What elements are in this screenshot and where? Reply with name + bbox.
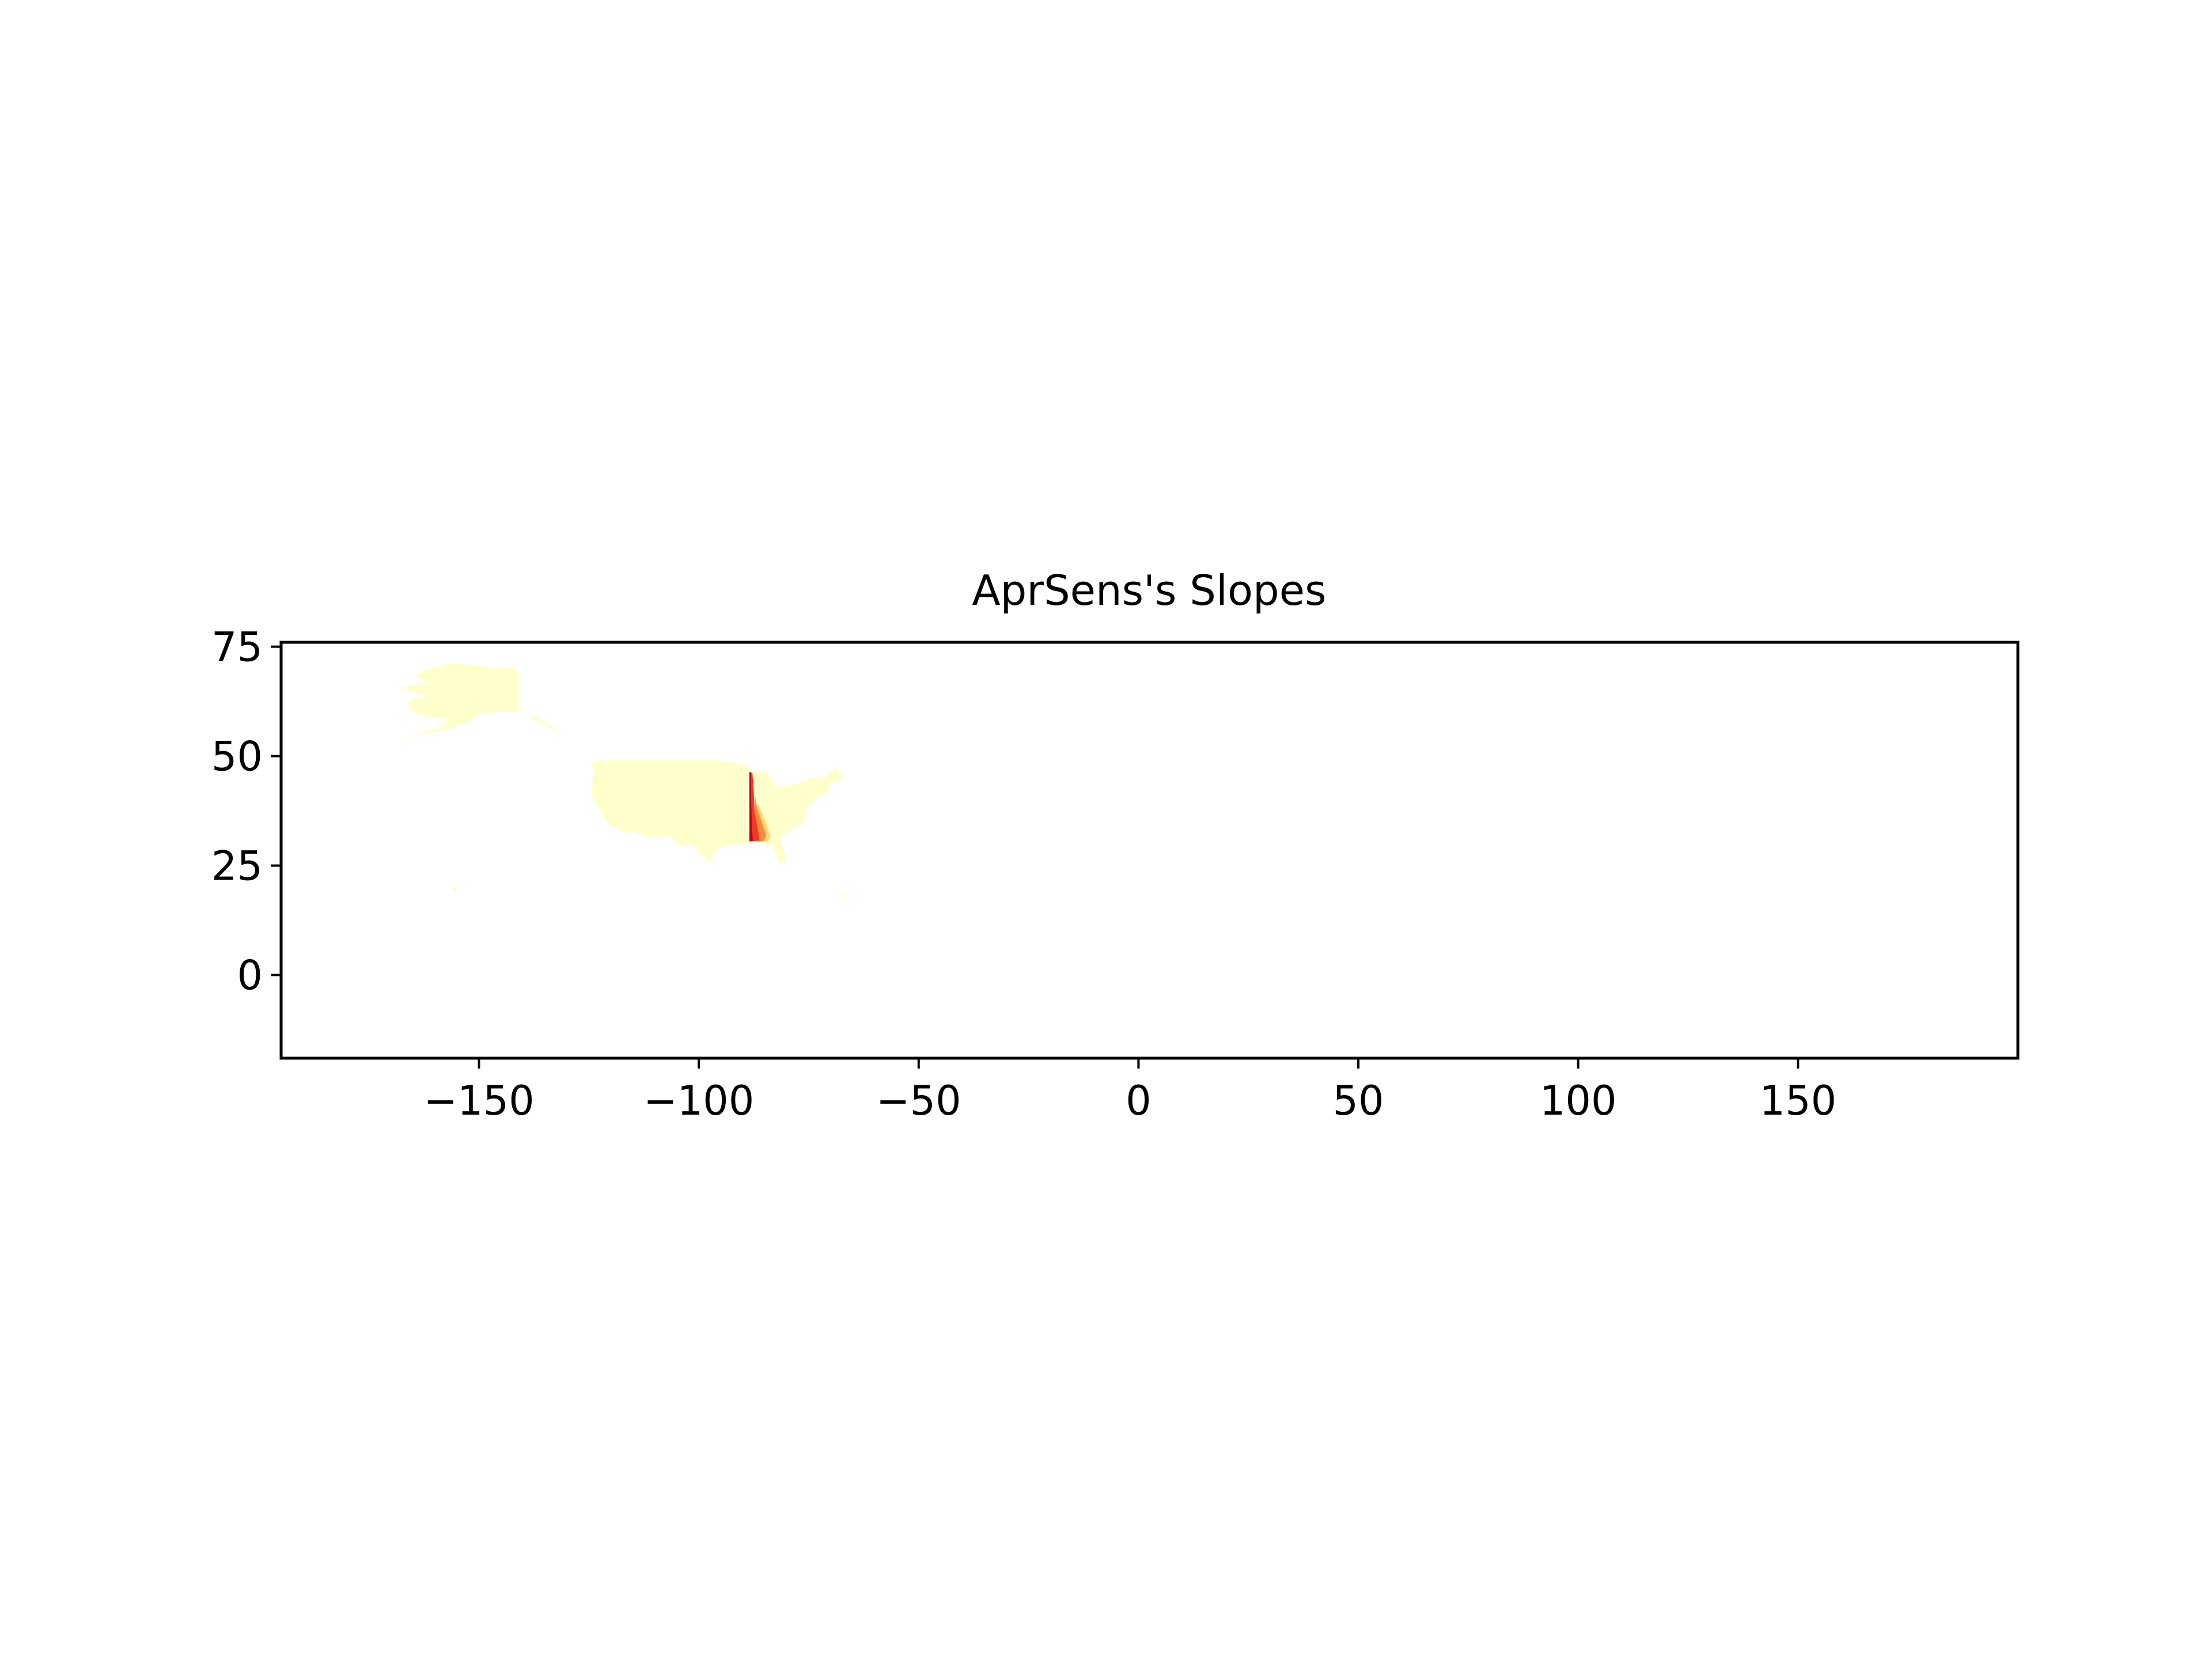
x-tick-label: 50 <box>1333 1077 1384 1124</box>
chart-title: AprSens's Slopes <box>972 566 1326 615</box>
region-contiguous-us-west <box>590 760 752 862</box>
x-tick-label: 150 <box>1760 1077 1837 1124</box>
x-tick-label: −150 <box>423 1077 534 1124</box>
y-axis: 0 25 50 75 <box>211 624 281 999</box>
y-tick-label: 25 <box>211 843 263 890</box>
x-tick-label: 0 <box>1126 1077 1152 1124</box>
region-slope-band-max <box>749 772 753 842</box>
region-slope-band-high <box>749 772 760 842</box>
plot-frame <box>279 641 2020 1060</box>
x-axis: −150 −100 −50 0 50 100 150 <box>423 1058 1836 1124</box>
map-regions <box>400 662 850 897</box>
region-alaska <box>400 662 563 740</box>
y-tick-label: 0 <box>237 952 263 999</box>
x-tick-label: −100 <box>643 1077 754 1124</box>
region-puerto-rico <box>842 894 850 897</box>
region-hawaii <box>452 886 458 892</box>
x-tick-label: −50 <box>876 1077 961 1124</box>
y-tick-label: 50 <box>211 733 263 781</box>
x-tick-label: 100 <box>1540 1077 1617 1124</box>
region-contiguous-us-east <box>751 767 844 865</box>
y-tick-label: 75 <box>211 624 263 671</box>
